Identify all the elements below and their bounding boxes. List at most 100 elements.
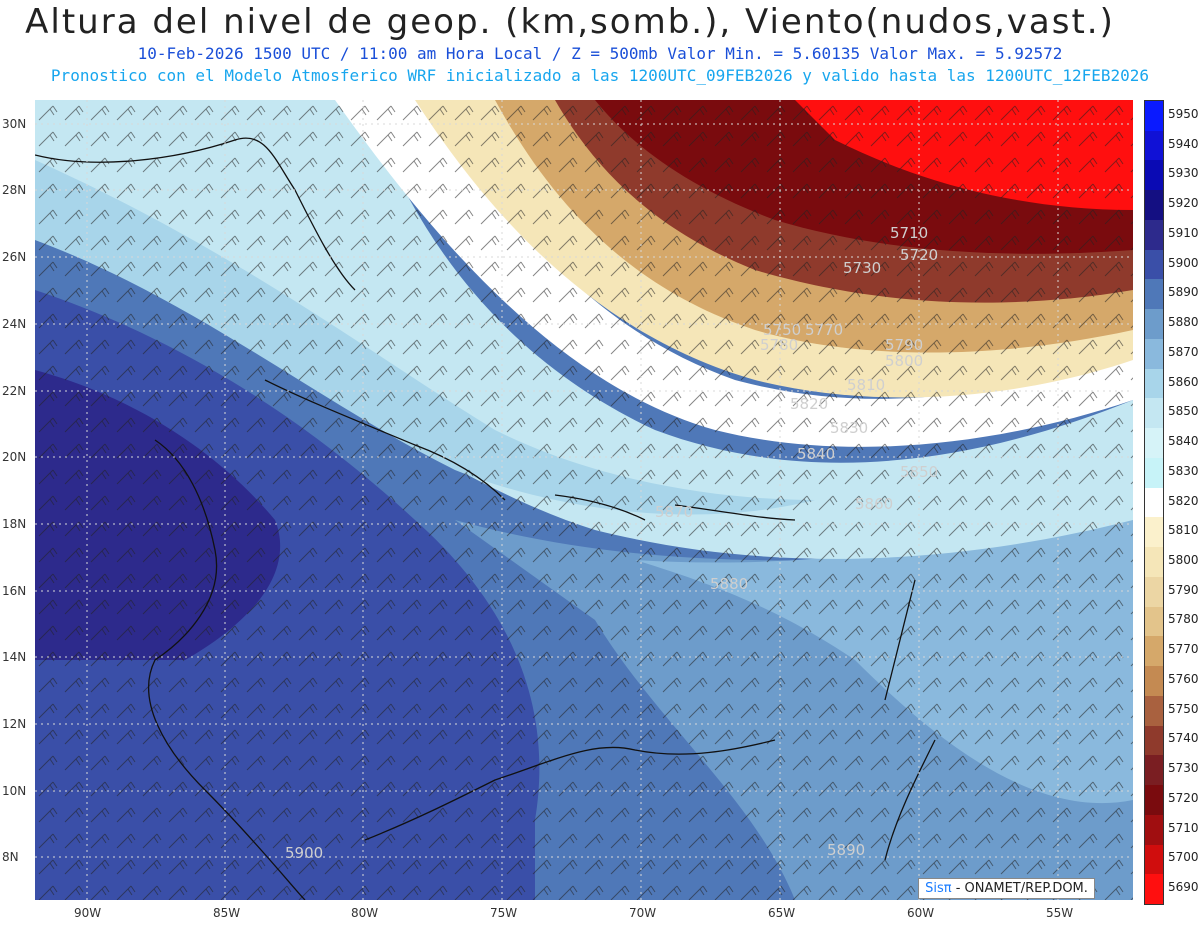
colorbar-label: 5810 — [1168, 523, 1199, 538]
colorbar-label: 5780 — [1168, 612, 1199, 627]
colorbar-swatch — [1145, 101, 1163, 132]
colorbar-label: 5720 — [1168, 790, 1199, 805]
colorbar-swatch — [1145, 547, 1163, 578]
lon-label: 65W — [768, 906, 796, 920]
colorbar-swatch — [1145, 160, 1163, 191]
colorbar-swatch — [1145, 338, 1163, 370]
colorbar-label: 5760 — [1168, 671, 1199, 686]
contour-label: 5830 — [830, 419, 868, 437]
colorbar-label: 5800 — [1168, 552, 1199, 567]
contour-label: 5840 — [797, 445, 835, 463]
colorbar-swatch — [1145, 874, 1163, 905]
colorbar-swatch — [1145, 487, 1163, 518]
lat-label: 26N — [2, 250, 27, 264]
colorbar-label: 5820 — [1168, 493, 1199, 508]
contour-label: 5880 — [710, 575, 748, 593]
lat-label: 12N — [2, 717, 27, 731]
colorbar-label: 5790 — [1168, 582, 1199, 597]
valid-time-line: 10-Feb-2026 1500 UTC / 11:00 am Hora Loc… — [137, 44, 1063, 63]
contour-label: 5710 — [890, 224, 928, 242]
lat-label: 18N — [2, 517, 27, 531]
lon-label: 80W — [351, 906, 379, 920]
contour-label: 5730 — [843, 259, 881, 277]
geopotential-map: 5710 5720 5730 5750 5770 5780 5790 5800 … — [35, 100, 1133, 900]
colorbar-swatch — [1145, 725, 1163, 756]
colorbar-label: 5830 — [1168, 463, 1199, 478]
lat-label: 30N — [2, 117, 27, 131]
contour-label: 5750 — [763, 321, 801, 339]
colorbar-swatch — [1145, 666, 1163, 697]
colorbar-label: 5710 — [1168, 820, 1199, 835]
colorbar-swatch — [1145, 576, 1163, 608]
colorbar-swatch — [1145, 785, 1163, 816]
colorbar-swatch — [1145, 814, 1163, 845]
contour-label: 5890 — [827, 841, 865, 859]
lat-label: 16N — [2, 584, 27, 598]
colorbar-label: 5730 — [1168, 761, 1199, 776]
lat-label: 28N — [2, 183, 27, 197]
colorbar-label: 5850 — [1168, 404, 1199, 419]
contour-label: 5860 — [855, 495, 893, 513]
colorbar-swatch — [1145, 279, 1163, 310]
colorbar-label: 5700 — [1168, 850, 1199, 865]
contour-label: 5770 — [805, 321, 843, 339]
colorbar-label: 5930 — [1168, 166, 1199, 181]
contour-label: 5800 — [885, 352, 923, 370]
lat-label: 22N — [2, 384, 27, 398]
lat-label: 20N — [2, 450, 27, 464]
lon-label: 70W — [629, 906, 657, 920]
colorbar-label: 5840 — [1168, 434, 1199, 449]
contour-label: 5790 — [885, 336, 923, 354]
coastlines — [35, 137, 936, 900]
lon-label: 90W — [74, 906, 102, 920]
contour-label: 5820 — [790, 395, 828, 413]
colorbar-swatch — [1145, 755, 1163, 786]
colorbar-label: 5900 — [1168, 255, 1199, 270]
colorbar-swatch — [1145, 457, 1163, 489]
colorbar-swatch — [1145, 398, 1163, 429]
contour-label: 5810 — [847, 376, 885, 394]
credit-text: - ONAMET/REP.DOM. — [951, 881, 1088, 896]
lon-label: 85W — [213, 906, 241, 920]
model-info-line: Pronostico con el Modelo Atmosferico WRF… — [50, 66, 1150, 85]
colorbar-swatch — [1145, 606, 1163, 637]
colorbar-swatch — [1145, 695, 1163, 727]
colorbar-swatch — [1145, 368, 1163, 399]
colorbar-swatch — [1145, 130, 1163, 161]
lat-label: 14N — [2, 650, 27, 664]
credit-badge: Sisπ - ONAMET/REP.DOM. — [918, 878, 1095, 899]
colorbar — [1144, 100, 1164, 905]
colorbar-label: 5740 — [1168, 731, 1199, 746]
colorbar-swatch — [1145, 249, 1163, 280]
contour-label: 5720 — [900, 246, 938, 264]
colorbar-label: 5890 — [1168, 285, 1199, 300]
graticule — [35, 100, 1133, 900]
colorbar-label: 5910 — [1168, 225, 1199, 240]
colorbar-swatch — [1145, 428, 1163, 459]
colorbar-label: 5950 — [1168, 106, 1199, 121]
colorbar-swatch — [1145, 219, 1163, 251]
contour-label: 5870 — [655, 503, 693, 521]
lat-label: 8N — [2, 850, 19, 864]
colorbar-swatch — [1145, 309, 1163, 340]
colorbar-label: 5920 — [1168, 196, 1199, 211]
colorbar-label: 5750 — [1168, 701, 1199, 716]
map-title: Altura del nivel de geop. (km,somb.), Vi… — [25, 2, 1115, 42]
colorbar-label: 5880 — [1168, 315, 1199, 330]
brand-logo-text: Sisπ — [925, 881, 952, 896]
contour-labels: 5710 5720 5730 5750 5770 5780 5790 5800 … — [285, 224, 938, 862]
contour-label: 5780 — [760, 336, 798, 354]
colorbar-label: 5770 — [1168, 642, 1199, 657]
lat-label: 10N — [2, 784, 27, 798]
colorbar-swatch — [1145, 517, 1163, 548]
lon-label: 75W — [490, 906, 518, 920]
colorbar-label: 5940 — [1168, 136, 1199, 151]
colorbar-swatch — [1145, 844, 1163, 875]
colorbar-swatch — [1145, 190, 1163, 221]
lat-label: 24N — [2, 317, 27, 331]
lon-label: 60W — [907, 906, 935, 920]
contour-label: 5850 — [900, 463, 938, 481]
colorbar-label: 5690 — [1168, 880, 1199, 895]
contour-label: 5900 — [285, 844, 323, 862]
colorbar-swatch — [1145, 636, 1163, 667]
